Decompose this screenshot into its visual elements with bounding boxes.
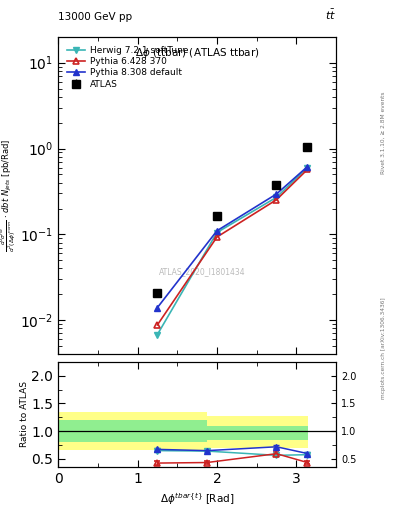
Herwig 7.2.1 softTune [274, 194, 279, 200]
Herwig 7.2.1 softTune [215, 229, 219, 236]
Text: 13000 GeV pp: 13000 GeV pp [58, 11, 132, 22]
Y-axis label: Ratio to ATLAS: Ratio to ATLAS [20, 381, 29, 447]
Pythia 6.428 370 [215, 234, 219, 240]
Pythia 8.308 default [305, 163, 310, 169]
Pythia 8.308 default [274, 191, 279, 197]
Text: $\Delta\phi$ (ttbar) (ATLAS ttbar): $\Delta\phi$ (ttbar) (ATLAS ttbar) [135, 47, 259, 60]
Pythia 6.428 370 [274, 197, 279, 203]
Pythia 6.428 370 [305, 166, 310, 173]
Text: Rivet 3.1.10, ≥ 2.8M events: Rivet 3.1.10, ≥ 2.8M events [381, 92, 386, 175]
X-axis label: $\Delta\phi^{\mathit{tbar\{t\}}}$ [Rad]: $\Delta\phi^{\mathit{tbar\{t\}}}$ [Rad] [160, 492, 234, 507]
Text: $t\bar{t}$: $t\bar{t}$ [325, 7, 336, 22]
Y-axis label: $\frac{d^2\sigma^{fid}}{d^2(\Delta\phi)^{norm}}$ $\cdot$ $dbt$ $N_{jets}$ [pb/Ra: $\frac{d^2\sigma^{fid}}{d^2(\Delta\phi)^… [0, 139, 17, 252]
Legend: Herwig 7.2.1 softTune, Pythia 6.428 370, Pythia 8.308 default, ATLAS: Herwig 7.2.1 softTune, Pythia 6.428 370,… [62, 41, 193, 93]
Herwig 7.2.1 softTune [155, 331, 160, 337]
Herwig 7.2.1 softTune [305, 164, 310, 170]
Line: Pythia 6.428 370: Pythia 6.428 370 [154, 166, 311, 328]
Line: Pythia 8.308 default: Pythia 8.308 default [154, 163, 311, 311]
Line: Herwig 7.2.1 softTune: Herwig 7.2.1 softTune [154, 164, 311, 338]
Pythia 8.308 default [215, 228, 219, 234]
Pythia 8.308 default [155, 305, 160, 311]
Pythia 6.428 370 [155, 322, 160, 328]
Text: ATLAS_2020_I1801434: ATLAS_2020_I1801434 [159, 267, 246, 276]
Text: mcplots.cern.ch [arXiv:1306.3436]: mcplots.cern.ch [arXiv:1306.3436] [381, 297, 386, 399]
